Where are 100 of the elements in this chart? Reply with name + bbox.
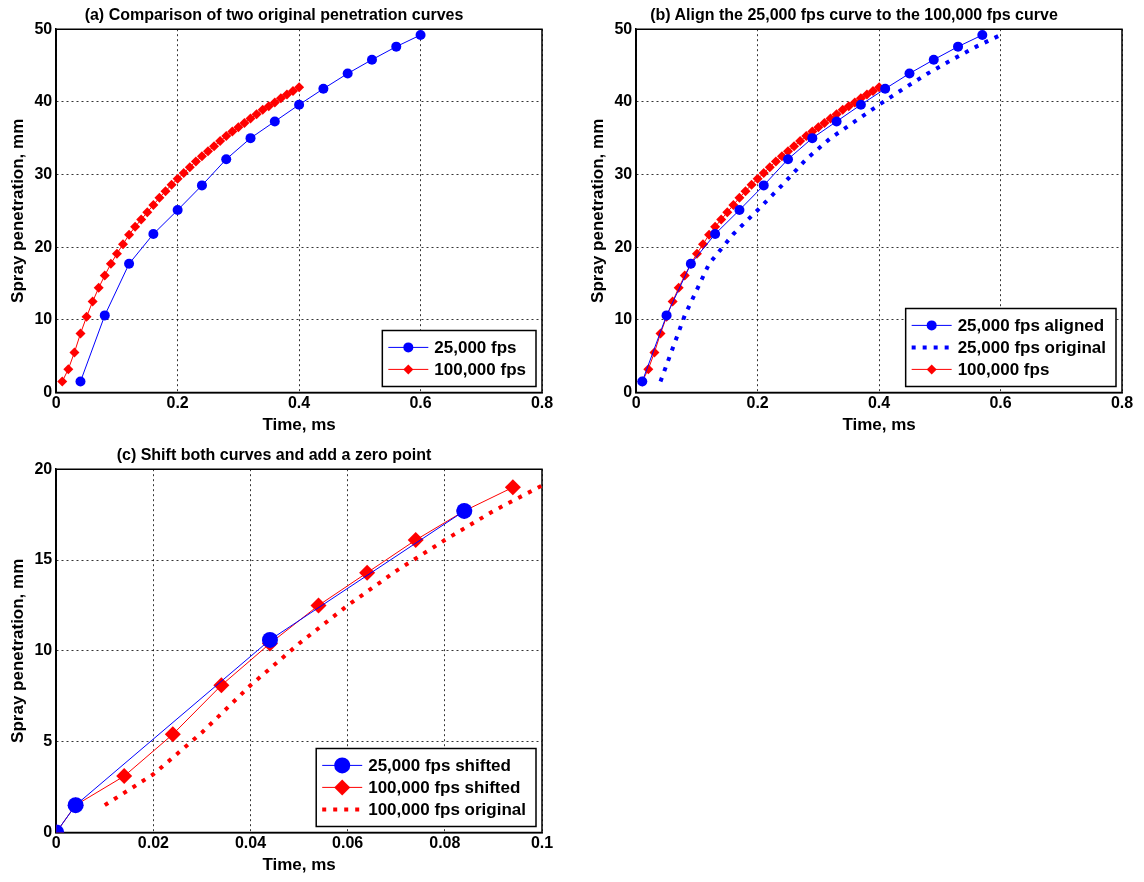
point [861,89,872,100]
point [504,479,521,496]
y-tick-label: 50 [34,19,53,37]
point [843,101,854,112]
point [294,99,305,110]
point [124,229,135,240]
point [142,207,153,218]
point [148,199,159,210]
point [257,104,268,115]
legend-label: 100,000 fps [434,360,527,380]
point [734,205,745,216]
legend-label: 100,000 fps shifted [368,778,521,798]
point [407,532,424,549]
point [722,207,733,218]
point [710,229,721,240]
point [789,141,800,152]
point [746,179,757,190]
point [245,133,256,144]
point [831,116,842,127]
point [136,214,147,225]
point [57,376,68,387]
point [111,248,122,259]
point [261,631,278,648]
point [184,162,195,173]
point [221,154,232,165]
point [245,113,256,124]
point [855,99,866,110]
point [190,156,201,167]
point [221,130,232,141]
point [342,68,353,79]
x-axis-title: Time, ms [262,415,336,435]
point [880,83,891,94]
point [728,199,739,210]
point [837,104,848,115]
y-tick-label: 15 [34,550,53,568]
point [391,41,402,52]
y-tick-label: 0 [43,382,53,400]
y-axis-title: Spray penetration, mm [587,118,607,303]
chart-title: (b) Align the 25,000 fps curve to the 100,000 fps curve [650,6,1058,24]
point [99,270,110,281]
point [275,93,286,104]
point [239,117,250,128]
y-tick-label: 20 [614,237,633,255]
point [148,229,159,240]
point [75,376,86,387]
point [63,364,74,375]
x-tick-label: 0.02 [137,834,170,852]
x-tick-label: 0.1 [530,834,554,852]
legend-label: 100,000 fps [957,360,1050,380]
y-tick-label: 50 [614,19,633,37]
point [928,54,939,65]
point [269,97,280,108]
point [227,126,238,137]
y-tick-label: 10 [34,641,53,659]
x-tick-label: 0.4 [287,394,311,412]
point [288,85,299,96]
legend-label: 25,000 fps aligned [957,316,1105,336]
x-tick-label: 0.08 [429,834,461,852]
point [87,296,98,307]
y-tick-label: 20 [34,459,53,477]
point [795,136,806,147]
point [783,154,794,165]
chart-title: (c) Shift both curves and add a zero point [116,446,433,464]
point [209,141,220,152]
legend-label: 100,000 fps original [368,800,527,820]
x-axis-title: Time, ms [842,415,916,435]
x-tick-label: 0.04 [234,834,267,852]
point [75,328,86,339]
point [99,310,110,321]
chart-title: (a) Comparison of two original penetration curves [84,6,464,24]
point [904,68,915,79]
point [164,726,181,743]
point [716,214,727,225]
y-tick-label: 10 [614,310,633,328]
point [160,186,171,197]
x-tick-label: 0.8 [1110,394,1134,412]
point [81,311,92,322]
x-tick-label: 0.06 [332,834,364,852]
legend-label: 25,000 fps shifted [368,756,511,776]
point [813,122,824,133]
point [130,221,141,232]
point [203,146,214,157]
x-tick-label: 0.6 [409,394,432,412]
point [269,116,280,127]
point [118,239,128,250]
point [178,168,189,179]
legend-label: 25,000 fps original [957,338,1107,358]
point [764,162,775,173]
point [366,54,377,65]
point [415,30,426,41]
point [196,151,207,162]
y-tick-label: 5 [43,732,53,750]
point [953,41,964,52]
y-tick-label: 30 [34,164,53,182]
point [263,101,274,112]
y-tick-label: 0 [43,822,53,840]
x-tick-label: 0.2 [166,394,189,412]
point [196,180,207,191]
point [281,89,292,100]
point [977,30,988,41]
